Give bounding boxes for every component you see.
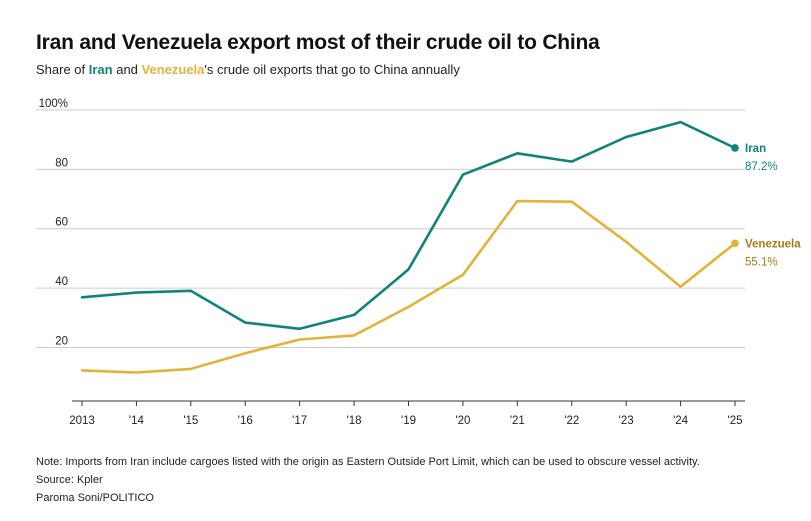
series-value-label-venezuela: 55.1% <box>745 256 778 268</box>
y-tick-label-80: 80 <box>55 157 68 169</box>
y-tick-label-20: 20 <box>55 336 68 348</box>
subtitle-venezuela-highlight: Venezuela <box>141 62 205 77</box>
subtitle-prefix: Share of <box>36 62 89 77</box>
x-tick-label-2025: '25 <box>728 415 743 427</box>
footer-source: Source: Kpler <box>36 474 103 486</box>
y-tick-label-40: 40 <box>55 276 68 288</box>
series-line-iran <box>80 120 737 331</box>
series-line-venezuela <box>80 199 737 374</box>
chart-title: Iran and Venezuela export most of their … <box>36 31 600 54</box>
x-tick-label-2017: '17 <box>292 415 307 427</box>
x-tick-label-2022: '22 <box>564 415 579 427</box>
series-label-iran: Iran <box>745 143 766 155</box>
footer-credit: Paroma Soni/POLITICO <box>36 492 154 504</box>
chart-subtitle: Share of Iran and Venezuela's crude oil … <box>36 62 460 77</box>
x-tick-label-2015: '15 <box>183 415 198 427</box>
y-tick-label-100: 100% <box>39 98 68 110</box>
end-marker-venezuela <box>731 239 739 248</box>
end-marker-iran <box>731 144 739 152</box>
subtitle-suffix: 's crude oil exports that go to China an… <box>204 62 460 77</box>
x-tick-label-2024: '24 <box>673 415 689 427</box>
footer-note: Note: Imports from Iran include cargoes … <box>36 456 700 468</box>
x-tick-label-2019: '19 <box>401 415 416 427</box>
x-tick-label-2018: '18 <box>347 415 362 427</box>
subtitle-iran-highlight: Iran <box>88 62 113 77</box>
x-tick-label-2013: 2013 <box>69 415 95 427</box>
x-tick-label-2016: '16 <box>238 415 253 427</box>
series-value-label-iran: 87.2% <box>745 161 778 173</box>
y-tick-label-60: 60 <box>55 217 68 229</box>
subtitle-and: and <box>112 62 142 77</box>
x-tick-label-2023: '23 <box>619 415 634 427</box>
x-tick-label-2021: '21 <box>510 415 525 427</box>
x-tick-label-2020: '20 <box>455 415 470 427</box>
series-label-venezuela: Venezuela <box>745 238 801 250</box>
line-chart: 20 40 60 80 100% 2013 '14 '15 '16 '17 '18 '19 '20 '21… <box>36 98 801 427</box>
x-tick-label-2014: '14 <box>129 415 145 427</box>
